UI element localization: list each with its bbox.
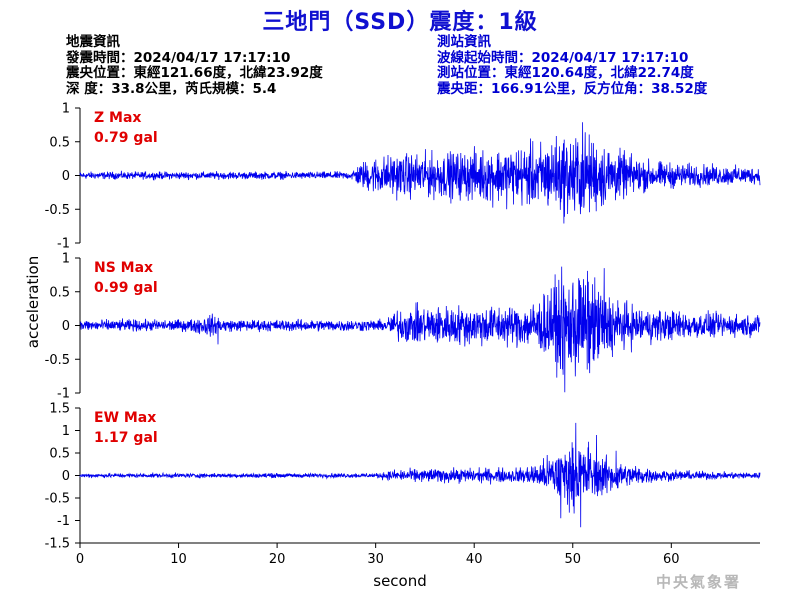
y-tick-label: -0.5 — [45, 353, 70, 368]
y-tick-label: 0 — [62, 469, 70, 484]
y-tick-label: -1 — [57, 237, 70, 252]
y-tick-label: 1 — [62, 252, 70, 267]
y-tick-label: 0.5 — [49, 135, 70, 150]
earthquake-info: 地震資訊 發震時間：2024/04/17 17:17:10 震央位置：東經121… — [66, 34, 323, 97]
max-value-ew: 1.17 gal — [94, 430, 158, 446]
distance-azimuth: 震央距：166.91公里，反方位角：38.52度 — [437, 80, 708, 97]
max-label-z: Z Max — [94, 110, 141, 126]
station-info-header: 測站資訊 — [437, 34, 491, 50]
y-tick-label: 1 — [62, 102, 70, 117]
wave-start-time: 波線起始時間：2024/04/17 17:17:10 — [437, 49, 689, 66]
x-tick-label: 0 — [76, 552, 84, 567]
x-tick-label: 50 — [564, 552, 581, 567]
y-axis-title: acceleration — [24, 256, 42, 348]
y-tick-label: -0.5 — [45, 492, 70, 507]
waveform-ns — [79, 266, 761, 393]
max-label-ns: NS Max — [94, 260, 153, 276]
waveform-z — [79, 122, 761, 224]
station-info: 測站資訊 波線起始時間：2024/04/17 17:17:10 測站位置：東經1… — [437, 34, 708, 97]
x-tick-label: 20 — [269, 552, 286, 567]
x-tick-label: 40 — [466, 552, 483, 567]
x-axis-title: second — [373, 572, 427, 590]
agency-watermark: 中央氣象署 — [656, 573, 742, 591]
y-tick-label: -1 — [57, 387, 70, 402]
x-tick-label: 60 — [663, 552, 680, 567]
y-tick-label: 0.5 — [49, 447, 70, 462]
epicenter-location: 震央位置：東經121.66度，北緯23.92度 — [66, 65, 323, 81]
y-tick-label: 1 — [62, 424, 70, 439]
station-location: 測站位置：東經120.64度，北緯22.74度 — [437, 65, 694, 81]
max-value-z: 0.79 gal — [94, 130, 158, 146]
depth-magnitude: 深 度：33.8公里，芮氏規模：5.4 — [66, 80, 277, 97]
max-value-ns: 0.99 gal — [94, 280, 158, 296]
chart-title: 三地門（SSD）震度：1級 — [262, 10, 538, 35]
y-tick-label: -1.5 — [45, 537, 70, 552]
x-tick-label: 10 — [170, 552, 187, 567]
origin-time: 發震時間：2024/04/17 17:17:10 — [66, 49, 291, 66]
y-tick-label: 1.5 — [49, 402, 70, 417]
waveform-ew — [79, 422, 761, 528]
y-tick-label: 0.5 — [49, 285, 70, 300]
y-tick-label: -1 — [57, 514, 70, 529]
y-tick-label: -0.5 — [45, 203, 70, 218]
earthquake-info-header: 地震資訊 — [66, 34, 120, 50]
y-tick-label: 0 — [62, 319, 70, 334]
y-tick-label: 0 — [62, 169, 70, 184]
max-label-ew: EW Max — [94, 410, 156, 426]
x-tick-label: 30 — [367, 552, 384, 567]
